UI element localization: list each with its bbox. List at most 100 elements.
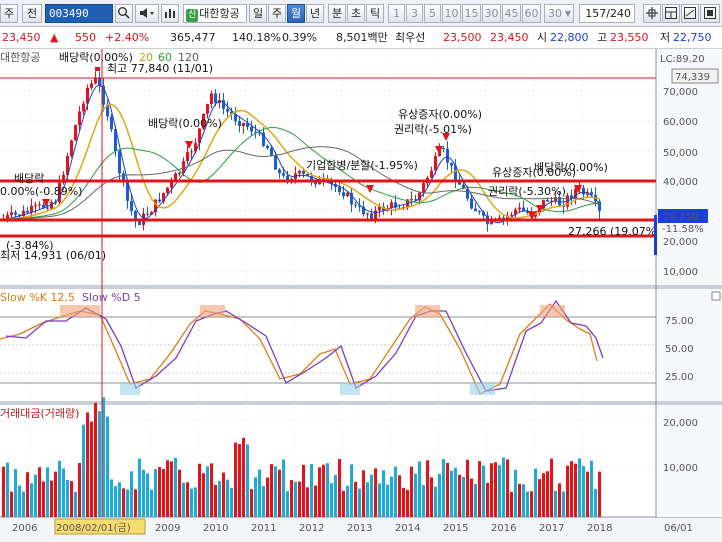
tab-tick[interactable]: 틱 — [366, 4, 384, 23]
pane-title: 대한항공 — [0, 51, 40, 64]
stock-name: 대한항공 — [199, 7, 240, 20]
pane-close-icon[interactable] — [711, 291, 721, 301]
settings-icon[interactable] — [700, 4, 720, 23]
x-axis-label: 2006 — [12, 523, 37, 534]
svg-text:28,250: 28,250 — [663, 212, 698, 223]
min-annotation: 최저 14,931 (06/01) — [0, 249, 106, 262]
x-axis-label: 2016 — [491, 523, 516, 534]
merge-annotation: 기업합병/분할(-1.95%) — [306, 159, 418, 172]
x-axis-label: 2008/02/01(금) — [56, 522, 131, 534]
tab-second[interactable]: 초 — [347, 4, 365, 23]
toolbar: 주 전 003490 신 대한항공 일 주 월 년 분 초 틱 1 3 5 10 … — [0, 0, 722, 27]
x-axis-label: 06/01 — [664, 523, 693, 534]
stock-chart[interactable]: 대한항공 배당락(0.00%) 20 60 120 최고 77,840 (11/… — [0, 49, 722, 542]
div-pct-annotation: 0.00%(-0.89%) — [0, 185, 82, 198]
svg-text:74,339: 74,339 — [675, 72, 710, 83]
tab-week[interactable]: 주 — [268, 4, 286, 23]
ma20-label: 20 — [139, 51, 153, 64]
price-change: 550 — [75, 31, 96, 44]
rights-annotation: 유상증자(0.00%) — [492, 166, 576, 179]
current-price: 23,450 — [2, 31, 41, 44]
pane-divider[interactable] — [0, 285, 722, 289]
rights-annotation: 유상증자(0.00%) — [398, 108, 482, 121]
lc-label: LC:89.20 — [660, 54, 705, 65]
max-annotation: 최고 77,840 (11/01) — [107, 62, 213, 75]
tab-minute[interactable]: 분 — [328, 4, 346, 23]
low-label: 저 — [660, 31, 671, 44]
search-icon[interactable] — [115, 4, 133, 23]
interval-3[interactable]: 3 — [406, 4, 423, 23]
stoch-k-label: Slow %K 12,5 — [0, 291, 75, 304]
custom-interval-select[interactable]: 30 ▼ — [544, 4, 574, 23]
interval-1[interactable]: 1 — [388, 4, 405, 23]
rights-off-annotation: 권리락(-5.01%) — [394, 123, 472, 136]
volume-tick: 10,000 — [663, 463, 698, 474]
volume-label: 거래대금(거래량) — [0, 407, 79, 420]
x-axis-label: 2012 — [299, 523, 324, 534]
stoch-tick: 75.00 — [665, 316, 694, 327]
interval-10[interactable]: 10 — [442, 4, 461, 23]
best-label: 최우선 — [395, 31, 426, 44]
interval-5[interactable]: 5 — [424, 4, 441, 23]
div-label: 배당락(0.00%) — [59, 51, 133, 64]
price-tick: 20,000 — [663, 237, 698, 248]
div-annotation: 배당락 — [14, 172, 44, 185]
candle-count-input[interactable]: 157/240 — [579, 4, 635, 23]
line-annotation: 27,266 (19.07%) — [568, 225, 661, 238]
x-axis-label: 2017 — [539, 523, 564, 534]
open-price: 22,800 — [550, 31, 589, 44]
volume-tick: 20,000 — [663, 418, 698, 429]
compare-icon[interactable] — [681, 4, 699, 23]
interval-30[interactable]: 30 — [482, 4, 501, 23]
prev-button[interactable]: 전 — [22, 4, 42, 23]
high-price: 23,550 — [610, 31, 649, 44]
x-axis-label: 2011 — [251, 523, 276, 534]
rights-off-annotation: 권리락(-5.30%) — [488, 185, 566, 198]
chart-type-icon[interactable] — [161, 4, 179, 23]
x-axis-label: 2014 — [395, 523, 420, 534]
open-label: 시 — [537, 31, 548, 44]
low-price: 22,750 — [673, 31, 712, 44]
best-bid: 23,450 — [490, 31, 529, 44]
high-price-tag — [671, 68, 719, 84]
interval-45[interactable]: 45 — [502, 4, 521, 23]
price-tick: 40,000 — [663, 177, 698, 188]
ma60-label: 60 — [158, 51, 172, 64]
div-annotation: 배당락(0.00%) — [148, 117, 222, 130]
div-annotation: 배당락(0.00%) — [534, 161, 608, 174]
sound-icon[interactable] — [135, 4, 159, 23]
x-axis-label: 2018 — [587, 523, 612, 534]
stock-code-input[interactable]: 003490 — [45, 4, 113, 23]
div-pct2-annotation: (-3.84%) — [6, 239, 54, 252]
crosshair-icon[interactable] — [643, 4, 661, 23]
price-tick: 60,000 — [663, 117, 698, 128]
best-ask: 23,500 — [443, 31, 482, 44]
price-tick: 50,000 — [663, 148, 698, 159]
stoch-tick: 50.00 — [665, 344, 694, 355]
tab-month[interactable]: 월 — [287, 4, 305, 23]
change-percent: +2.40% — [105, 31, 150, 44]
current-change: -11.58% — [662, 224, 704, 235]
up-arrow-icon: ▲ — [50, 31, 59, 44]
interval-60[interactable]: 60 — [522, 4, 541, 23]
price-tick: 70,000 — [663, 87, 698, 98]
trade-amount: 8,501백만 — [336, 31, 388, 44]
x-axis-label: 2013 — [347, 523, 372, 534]
layout-icon[interactable] — [662, 4, 680, 23]
x-axis-label: 2015 — [443, 523, 468, 534]
x-axis-label: 2010 — [203, 523, 228, 534]
stoch-d-label: Slow %D 5 — [82, 291, 141, 304]
pane-divider[interactable] — [0, 401, 722, 405]
ma120-label: 120 — [178, 51, 199, 64]
custom-interval-value: 30 — [548, 7, 562, 20]
tab-day[interactable]: 일 — [249, 4, 267, 23]
tab-year[interactable]: 년 — [306, 4, 324, 23]
interval-15[interactable]: 15 — [462, 4, 481, 23]
period-select[interactable]: 주 — [0, 4, 18, 23]
turnover-rate: 0.39% — [282, 31, 317, 44]
stock-name-field[interactable]: 신 대한항공 — [183, 4, 247, 23]
market-badge: 신 — [186, 9, 199, 22]
price-pane — [0, 49, 656, 285]
current-price-tag — [658, 209, 708, 223]
